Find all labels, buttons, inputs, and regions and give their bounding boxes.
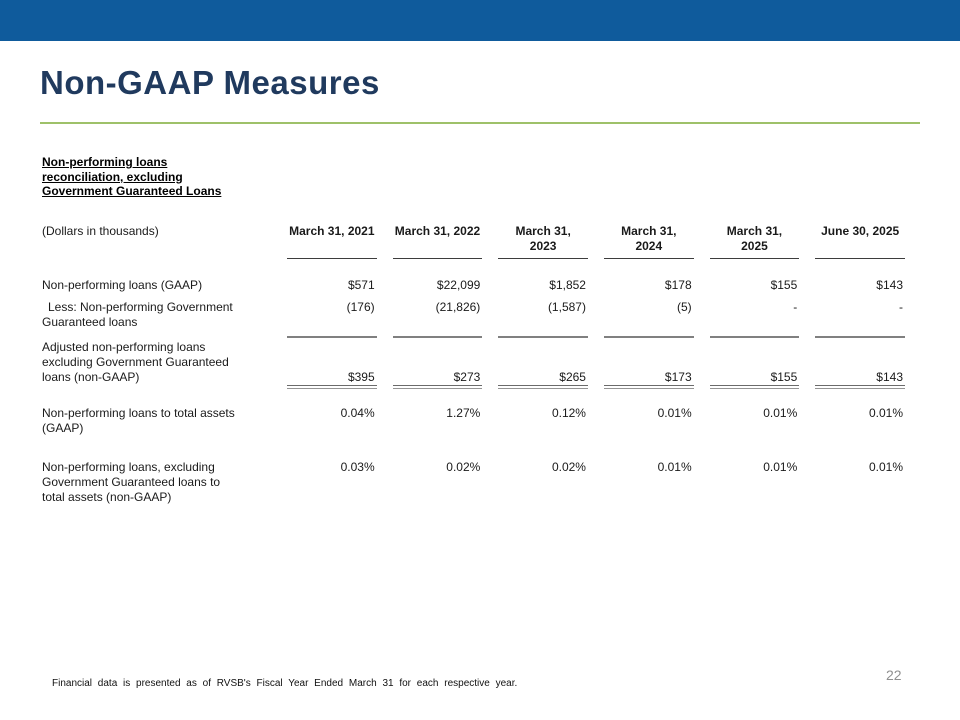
table-row: Less: Non-performing Government Guarante… [42,300,919,330]
column-header: March 31, 2021 [285,224,391,258]
cell-value: 0.12% [551,406,586,420]
subtotal-rule [709,336,800,338]
cell-value: $273 [453,370,481,384]
subtotal-rule [498,336,588,338]
cell-value: (5) [676,300,692,314]
financial-table-container: (Dollars in thousands) March 31, 2021 Ma… [42,224,919,505]
header-underline [709,258,800,259]
column-header: June 30, 2025 [813,224,919,258]
column-header: March 31, 2024 [602,224,708,258]
column-header: March 31, 2025 [708,224,814,258]
cell-value: $173 [664,370,692,384]
column-header-line: March 31, [621,224,677,238]
column-header-line: 2023 [529,239,557,253]
cell-value: - [899,300,903,314]
page-title: Non-GAAP Measures [40,64,380,101]
column-header-line: March 31, 2022 [394,224,481,238]
table-row-total: Adjusted non-performing loans excluding … [42,340,919,385]
column-header-line: 2025 [741,239,768,253]
cell-value: 0.01% [868,406,903,420]
subtotal-rule [287,336,377,338]
table-row: Non-performing loans (GAAP) $571 $22,099… [42,278,919,293]
cell-value: $155 [770,370,798,384]
header-underline [498,258,588,259]
total-double-rule [815,385,905,389]
cell-value: (21,826) [435,300,481,314]
cell-value: $395 [347,370,375,384]
table-section-header: Non-performing loans reconciliation, exc… [42,155,272,199]
cell-value: 1.27% [446,406,481,420]
cell-value: 0.02% [551,460,586,474]
column-header-line: March 31, [726,224,783,238]
total-double-rule [392,385,483,389]
cell-value: 0.01% [763,406,798,420]
cell-value: $1,852 [549,278,586,292]
header-underline [815,258,905,259]
cell-value: 0.04% [340,406,375,420]
section-header-line: Non-performing loans [42,155,168,169]
cell-value: 0.03% [340,460,375,474]
total-double-rule [287,385,377,389]
cell-value: 0.01% [657,406,692,420]
row-label: Non-performing loans, excluding Governme… [42,460,221,504]
cell-value: $155 [770,278,798,292]
total-double-rule [603,385,694,389]
subtotal-rule [603,336,694,338]
subtotal-rule-row [42,336,919,338]
cell-value: 0.02% [446,460,481,474]
column-header: March 31, 2022 [391,224,497,258]
cell-value: 0.01% [657,460,692,474]
units-label: (Dollars in thousands) [42,224,159,238]
row-label: Non-performing loans to total assets (GA… [42,406,235,435]
total-double-rule [498,385,588,389]
non-gaap-table: (Dollars in thousands) March 31, 2021 Ma… [42,224,919,505]
table-row: Non-performing loans to total assets (GA… [42,406,919,436]
header-underline [287,258,377,259]
top-accent-bar [0,0,960,41]
subtotal-rule [392,336,483,338]
page-number: 22 [886,667,902,683]
header-rule-row [42,258,919,259]
header-underline [392,258,483,259]
row-label: Adjusted non-performing loans excluding … [42,340,229,384]
total-rule-row [42,385,919,389]
footnote: Financial data is presented as of RVSB's… [52,678,518,689]
section-header-line: Government Guaranteed Loans [42,184,222,198]
cell-value: $265 [559,370,586,384]
cell-value: $178 [664,278,692,292]
cell-value: 0.01% [868,460,903,474]
column-header-line: June 30, 2025 [821,224,900,238]
column-header-line: March 31, [515,224,571,238]
row-label: Non-performing loans (GAAP) [42,278,203,292]
cell-value: (176) [346,300,375,314]
column-header-line: March 31, 2021 [289,224,375,238]
column-header-line: 2024 [635,239,663,253]
cell-value: $143 [876,370,903,384]
cell-value: $22,099 [436,278,481,292]
cell-value: (1,587) [547,300,586,314]
cell-value: $571 [347,278,375,292]
section-header-line: reconciliation, excluding [42,169,183,184]
table-header-row: (Dollars in thousands) March 31, 2021 Ma… [42,224,919,258]
column-header: March 31, 2023 [496,224,602,258]
cell-value: - [793,300,798,314]
subtotal-rule [815,336,905,338]
row-label: Less: Non-performing Government Guarante… [42,300,233,329]
title-underline-rule [40,122,920,124]
table-row: Non-performing loans, excluding Governme… [42,460,919,505]
header-underline [603,258,694,259]
cell-value: 0.01% [763,460,798,474]
total-double-rule [709,385,800,389]
cell-value: $143 [876,278,903,292]
